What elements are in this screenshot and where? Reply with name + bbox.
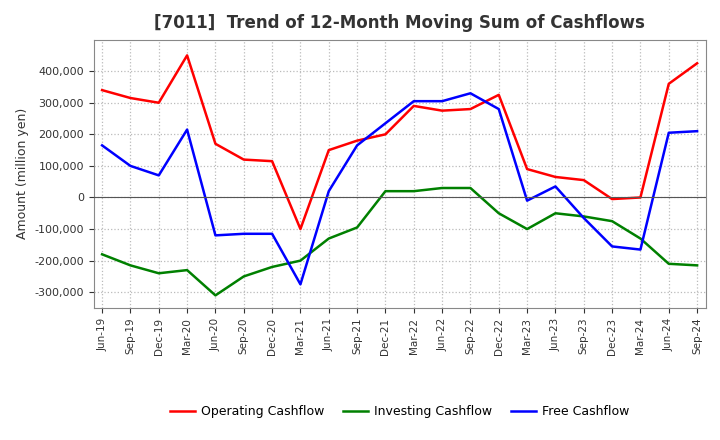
Investing Cashflow (183, 268, 192, 273)
Investing Cashflow (353, 225, 361, 230)
Legend: Operating Cashflow, Investing Cashflow, Free Cashflow: Operating Cashflow, Investing Cashflow, … (165, 400, 634, 423)
Line: Operating Cashflow: Operating Cashflow (102, 55, 697, 229)
Free Cashflow (523, 198, 531, 203)
Free Cashflow (126, 163, 135, 169)
Free Cashflow (438, 99, 446, 104)
Y-axis label: Amount (million yen): Amount (million yen) (16, 108, 29, 239)
Free Cashflow (211, 233, 220, 238)
Operating Cashflow (211, 141, 220, 147)
Operating Cashflow (495, 92, 503, 98)
Investing Cashflow (211, 293, 220, 298)
Operating Cashflow (608, 196, 616, 202)
Operating Cashflow (381, 132, 390, 137)
Operating Cashflow (665, 81, 673, 86)
Free Cashflow (636, 247, 644, 252)
Free Cashflow (296, 282, 305, 287)
Operating Cashflow (693, 61, 701, 66)
Free Cashflow (240, 231, 248, 236)
Investing Cashflow (325, 236, 333, 241)
Operating Cashflow (126, 95, 135, 101)
Free Cashflow (665, 130, 673, 136)
Operating Cashflow (438, 108, 446, 113)
Operating Cashflow (240, 157, 248, 162)
Free Cashflow (381, 121, 390, 126)
Investing Cashflow (466, 185, 474, 191)
Operating Cashflow (580, 177, 588, 183)
Investing Cashflow (495, 211, 503, 216)
Operating Cashflow (325, 147, 333, 153)
Free Cashflow (693, 128, 701, 134)
Free Cashflow (183, 127, 192, 132)
Investing Cashflow (523, 227, 531, 232)
Operating Cashflow (410, 103, 418, 109)
Free Cashflow (98, 143, 107, 148)
Line: Free Cashflow: Free Cashflow (102, 93, 697, 284)
Free Cashflow (268, 231, 276, 236)
Investing Cashflow (296, 258, 305, 263)
Investing Cashflow (126, 263, 135, 268)
Investing Cashflow (580, 214, 588, 219)
Free Cashflow (580, 215, 588, 220)
Operating Cashflow (183, 53, 192, 58)
Free Cashflow (466, 91, 474, 96)
Operating Cashflow (98, 88, 107, 93)
Operating Cashflow (523, 166, 531, 172)
Investing Cashflow (268, 264, 276, 270)
Line: Investing Cashflow: Investing Cashflow (102, 188, 697, 295)
Operating Cashflow (466, 106, 474, 112)
Investing Cashflow (240, 274, 248, 279)
Investing Cashflow (551, 211, 559, 216)
Operating Cashflow (296, 227, 305, 232)
Operating Cashflow (268, 158, 276, 164)
Investing Cashflow (636, 236, 644, 241)
Operating Cashflow (636, 195, 644, 200)
Free Cashflow (410, 99, 418, 104)
Investing Cashflow (155, 271, 163, 276)
Investing Cashflow (98, 252, 107, 257)
Free Cashflow (353, 143, 361, 148)
Investing Cashflow (665, 261, 673, 267)
Investing Cashflow (693, 263, 701, 268)
Free Cashflow (155, 173, 163, 178)
Investing Cashflow (608, 219, 616, 224)
Free Cashflow (325, 188, 333, 194)
Investing Cashflow (438, 185, 446, 191)
Free Cashflow (495, 106, 503, 112)
Operating Cashflow (353, 138, 361, 143)
Operating Cashflow (155, 100, 163, 106)
Free Cashflow (608, 244, 616, 249)
Investing Cashflow (381, 188, 390, 194)
Free Cashflow (551, 184, 559, 189)
Investing Cashflow (410, 188, 418, 194)
Operating Cashflow (551, 174, 559, 180)
Title: [7011]  Trend of 12-Month Moving Sum of Cashflows: [7011] Trend of 12-Month Moving Sum of C… (154, 15, 645, 33)
